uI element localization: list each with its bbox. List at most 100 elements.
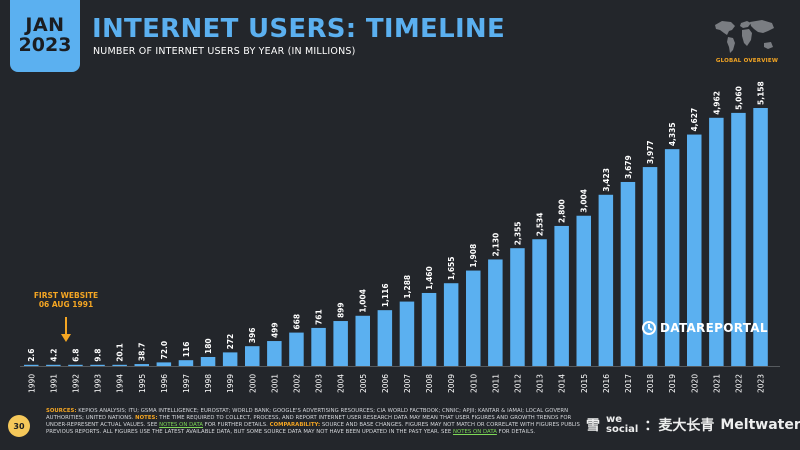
- comparability-label: COMPARABILITY:: [269, 422, 321, 429]
- footer-line-2: AUTHORITIES; UNITED NATIONS. NOTES: THE …: [46, 415, 586, 422]
- data-label-1994: 20.1: [116, 343, 125, 362]
- bar-2003: [311, 327, 326, 366]
- data-label-1996: 72.0: [160, 341, 169, 360]
- tick-label-2005: 2005: [359, 374, 368, 393]
- footer-text: SOURCE AND BASE CHANGES. FIGURES MAY NOT…: [320, 422, 580, 429]
- tick-label-2004: 2004: [337, 374, 346, 393]
- bar-2012: [510, 248, 525, 366]
- data-label-2021: 4,962: [712, 91, 721, 115]
- bar-1998: [200, 356, 216, 366]
- watermark-left: 雪: [586, 418, 600, 434]
- data-label-2001: 499: [270, 322, 279, 338]
- bar-2004: [333, 321, 348, 366]
- data-label-2003: 761: [315, 309, 324, 325]
- bar-2007: [399, 301, 415, 366]
- watermark-mid: we social: [606, 415, 638, 435]
- tick-label-2007: 2007: [403, 374, 412, 393]
- data-label-2009: 1,655: [447, 256, 456, 280]
- data-label-1992: 6.8: [71, 349, 80, 362]
- tick-label-2010: 2010: [469, 374, 478, 393]
- tick-label-1998: 1998: [204, 374, 213, 393]
- first-website-annotation: FIRST WEBSITE 06 AUG 1991: [30, 291, 102, 309]
- footer-text: UNDER-REPRESENT ACTUAL VALUES. SEE: [46, 422, 160, 429]
- tick-label-2003: 2003: [315, 374, 324, 393]
- world-map-icon: [715, 20, 774, 53]
- footer-line-1: SOURCES: KEPIOS ANALYSIS; ITU; GSMA INTE…: [46, 408, 586, 415]
- data-label-2014: 2,800: [558, 199, 567, 223]
- tick-label-1994: 1994: [116, 374, 125, 393]
- data-label-2016: 3,423: [602, 168, 611, 192]
- data-label-2000: 396: [248, 328, 257, 344]
- datareportal-icon: [642, 321, 656, 335]
- bar-2009: [443, 283, 459, 366]
- annotation-line2: 06 AUG 1991: [38, 299, 94, 309]
- bar-2023: [753, 108, 768, 366]
- bar-2006: [377, 310, 393, 366]
- bar-2005: [355, 315, 370, 366]
- bar-1990: [24, 364, 39, 366]
- bar-1994: [112, 364, 127, 366]
- footer-line-3: UNDER-REPRESENT ACTUAL VALUES. SEE NOTES…: [46, 422, 586, 429]
- data-label-2015: 3,004: [580, 189, 589, 213]
- footer-text: FOR FURTHER DETAILS.: [203, 422, 270, 429]
- tick-label-1990: 1990: [27, 374, 36, 393]
- tick-label-1993: 1993: [94, 374, 103, 393]
- bar-2019: [664, 149, 680, 366]
- tick-label-1991: 1991: [49, 374, 58, 393]
- watermark-right: ：麦大长青: [644, 418, 715, 434]
- data-label-1999: 272: [226, 334, 235, 350]
- bar-2001: [267, 341, 282, 366]
- page-number: 30: [8, 415, 30, 437]
- data-label-1997: 116: [182, 342, 191, 358]
- tick-label-2021: 2021: [712, 374, 721, 393]
- data-label-1993: 9.8: [94, 349, 103, 362]
- bar-1991: [46, 364, 61, 366]
- notes-on-data-link[interactable]: NOTES ON DATA: [453, 429, 497, 436]
- arrow-down-icon: [61, 317, 71, 342]
- data-label-2019: 4,335: [668, 122, 677, 146]
- tick-label-1996: 1996: [160, 374, 169, 393]
- data-label-2018: 3,977: [646, 140, 655, 164]
- data-label-2020: 4,627: [690, 108, 699, 132]
- data-label-1991: 4.2: [49, 349, 58, 362]
- tick-label-2023: 2023: [757, 374, 766, 393]
- bar-1997: [178, 360, 194, 366]
- tick-label-2009: 2009: [447, 374, 456, 393]
- date-badge: JAN 2023: [10, 0, 80, 72]
- annotation-line1: FIRST WEBSITE: [33, 291, 99, 300]
- brand-name: DATAREPORTAL: [660, 321, 768, 335]
- notes-label: NOTES:: [135, 415, 158, 422]
- bar-1995: [134, 364, 149, 366]
- tick-label-2022: 2022: [734, 374, 743, 393]
- bar-2021: [709, 117, 724, 366]
- tick-label-1997: 1997: [182, 374, 191, 393]
- watermark-tail: Meltwater: [720, 417, 800, 433]
- data-label-2010: 1,908: [469, 244, 478, 268]
- page-subtitle: NUMBER OF INTERNET USERS BY YEAR (IN MIL…: [93, 46, 356, 57]
- tick-label-2006: 2006: [381, 374, 390, 393]
- bar-2013: [532, 239, 547, 366]
- datareportal-logo: DATAREPORTAL: [642, 321, 768, 335]
- data-label-1998: 180: [204, 338, 213, 354]
- tick-label-2002: 2002: [292, 374, 301, 393]
- tick-label-2016: 2016: [602, 374, 611, 393]
- data-label-2004: 899: [337, 302, 346, 318]
- badge-month: JAN: [25, 14, 65, 37]
- badge-year: 2023: [18, 34, 72, 56]
- bar-2010: [466, 270, 481, 366]
- watermark: 雪 we social ：麦大长青 Meltwater: [586, 408, 800, 442]
- data-label-2023: 5,158: [757, 81, 766, 105]
- data-label-2013: 2,534: [536, 213, 545, 237]
- tick-label-1999: 1999: [226, 374, 235, 393]
- tick-label-2000: 2000: [248, 374, 257, 393]
- bar-2016: [598, 194, 614, 366]
- tick-label-1992: 1992: [71, 374, 80, 393]
- tick-label-2020: 2020: [690, 374, 699, 393]
- data-label-1995: 38.7: [138, 343, 147, 362]
- data-label-2011: 2,130: [491, 233, 500, 257]
- data-label-2007: 1,288: [403, 275, 412, 299]
- data-label-2005: 1,004: [359, 289, 368, 313]
- notes-on-data-link[interactable]: NOTES ON DATA: [159, 422, 203, 429]
- bar-2000: [245, 346, 260, 366]
